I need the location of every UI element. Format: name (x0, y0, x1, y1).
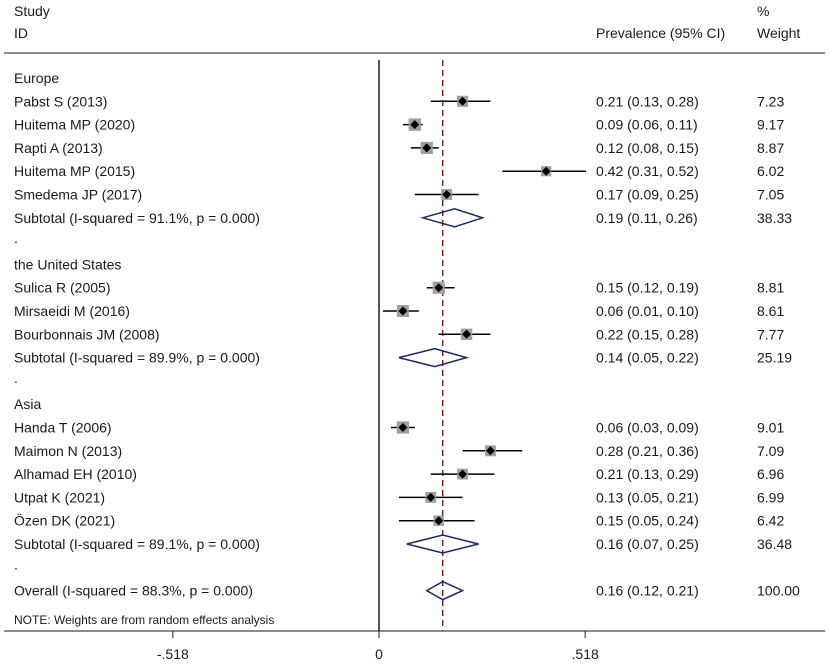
study-label: Pabst S (2013) (14, 93, 107, 109)
header-id: ID (14, 25, 28, 41)
header-weight: Weight (757, 25, 800, 41)
overall-label: Overall (I-squared = 88.3%, p = 0.000) (14, 583, 253, 599)
ci-value: 0.12 (0.08, 0.15) (596, 140, 699, 156)
weight-value: 6.96 (757, 466, 784, 482)
point-estimate (426, 492, 436, 502)
x-tick-label: 0 (375, 646, 383, 662)
group-spacer: . (14, 556, 18, 572)
weight-value: 7.77 (757, 326, 784, 342)
subtotal-label: Subtotal (I-squared = 89.9%, p = 0.000) (14, 350, 260, 366)
study-label: Alhamad EH (2010) (14, 466, 137, 482)
weight-value: 7.09 (757, 443, 784, 459)
group-label: the United States (14, 256, 121, 272)
subtotal-label: Subtotal (I-squared = 91.1%, p = 0.000) (14, 210, 260, 226)
weight-value: 6.42 (757, 513, 784, 529)
header-weight-symbol: % (757, 3, 769, 19)
point-estimate (434, 283, 444, 293)
point-estimate (398, 423, 408, 432)
point-estimate (485, 446, 495, 456)
subtotal-label: Subtotal (I-squared = 89.1%, p = 0.000) (14, 536, 260, 552)
ci-value: 0.15 (0.12, 0.19) (596, 280, 699, 296)
weight-value: 25.19 (757, 350, 792, 366)
point-estimate (434, 516, 444, 526)
ci-value: 0.21 (0.13, 0.28) (596, 93, 699, 109)
point-estimate (442, 190, 452, 199)
forest-rows: Europe Pabst S (2013) 0.21 (0.13, 0.28) 7.2… (14, 60, 800, 631)
x-tick-label: .518 (572, 646, 599, 662)
point-estimate (458, 96, 468, 106)
ci-value: 0.22 (0.15, 0.28) (596, 326, 699, 342)
study-label: Sulica R (2005) (14, 280, 111, 296)
header-ci: Prevalence (95% CI) (596, 25, 725, 41)
ci-value: 0.15 (0.05, 0.24) (596, 513, 699, 529)
study-label: Mirsaeidi M (2016) (14, 303, 130, 319)
subtotal-diamond (406, 534, 479, 554)
ci-value: 0.06 (0.03, 0.09) (596, 420, 699, 436)
point-estimate (410, 120, 420, 130)
weight-value: 8.87 (757, 140, 784, 156)
study-label: Maimon N (2013) (14, 443, 122, 459)
ci-value: 0.13 (0.05, 0.21) (596, 489, 699, 505)
overall-diamond (425, 580, 465, 601)
ci-value: 0.42 (0.31, 0.52) (596, 163, 699, 179)
ci-value: 0.06 (0.01, 0.10) (596, 303, 699, 319)
weight-value: 9.01 (757, 420, 784, 436)
study-label: Utpat K (2021) (14, 489, 105, 505)
group-label: Asia (14, 396, 41, 412)
study-label: Huitema MP (2015) (14, 163, 135, 179)
weight-value: 38.33 (757, 210, 792, 226)
study-label: Rapti A (2013) (14, 140, 103, 156)
ci-value: 0.28 (0.21, 0.36) (596, 443, 699, 459)
point-estimate (398, 306, 408, 316)
point-estimate (541, 166, 551, 176)
weight-value: 6.99 (757, 489, 784, 505)
point-estimate (458, 469, 468, 479)
x-tick-label: -.518 (157, 646, 189, 662)
study-label: Huitema MP (2020) (14, 117, 135, 133)
weight-value: 7.05 (757, 187, 784, 203)
subtotal-diamond (420, 208, 485, 228)
weight-value: 6.02 (757, 163, 784, 179)
x-axis: -.518 0 .518 (157, 631, 599, 662)
weight-value: 8.81 (757, 280, 784, 296)
ci-value: 0.21 (0.13, 0.29) (596, 466, 699, 482)
ci-value: 0.19 (0.11, 0.26) (596, 210, 698, 226)
point-estimate (462, 329, 472, 339)
weight-value: 8.61 (757, 303, 784, 319)
weight-value: 7.23 (757, 93, 784, 109)
ci-value: 0.09 (0.06, 0.11) (596, 117, 698, 133)
study-label: Özen DK (2021) (14, 512, 115, 529)
weight-value: 36.48 (757, 536, 792, 552)
group-spacer: . (14, 230, 18, 246)
study-label: Handa T (2006) (14, 420, 112, 436)
note-text: NOTE: Weights are from random effects an… (14, 613, 274, 627)
weight-value: 9.17 (757, 117, 784, 133)
study-label: Bourbonnais JM (2008) (14, 326, 160, 342)
ci-value: 0.17 (0.09, 0.25) (596, 187, 699, 203)
point-estimate (422, 143, 432, 153)
group-spacer: . (14, 370, 18, 386)
weight-value: 100.00 (757, 583, 800, 599)
study-label: Smedema JP (2017) (14, 187, 142, 203)
ci-value: 0.16 (0.07, 0.25) (596, 536, 699, 552)
header-study: Study (14, 3, 50, 19)
ci-value: 0.16 (0.12, 0.21) (596, 583, 699, 599)
ci-value: 0.14 (0.05, 0.22) (596, 350, 699, 366)
subtotal-diamond (398, 347, 470, 368)
group-label: Europe (14, 70, 59, 86)
